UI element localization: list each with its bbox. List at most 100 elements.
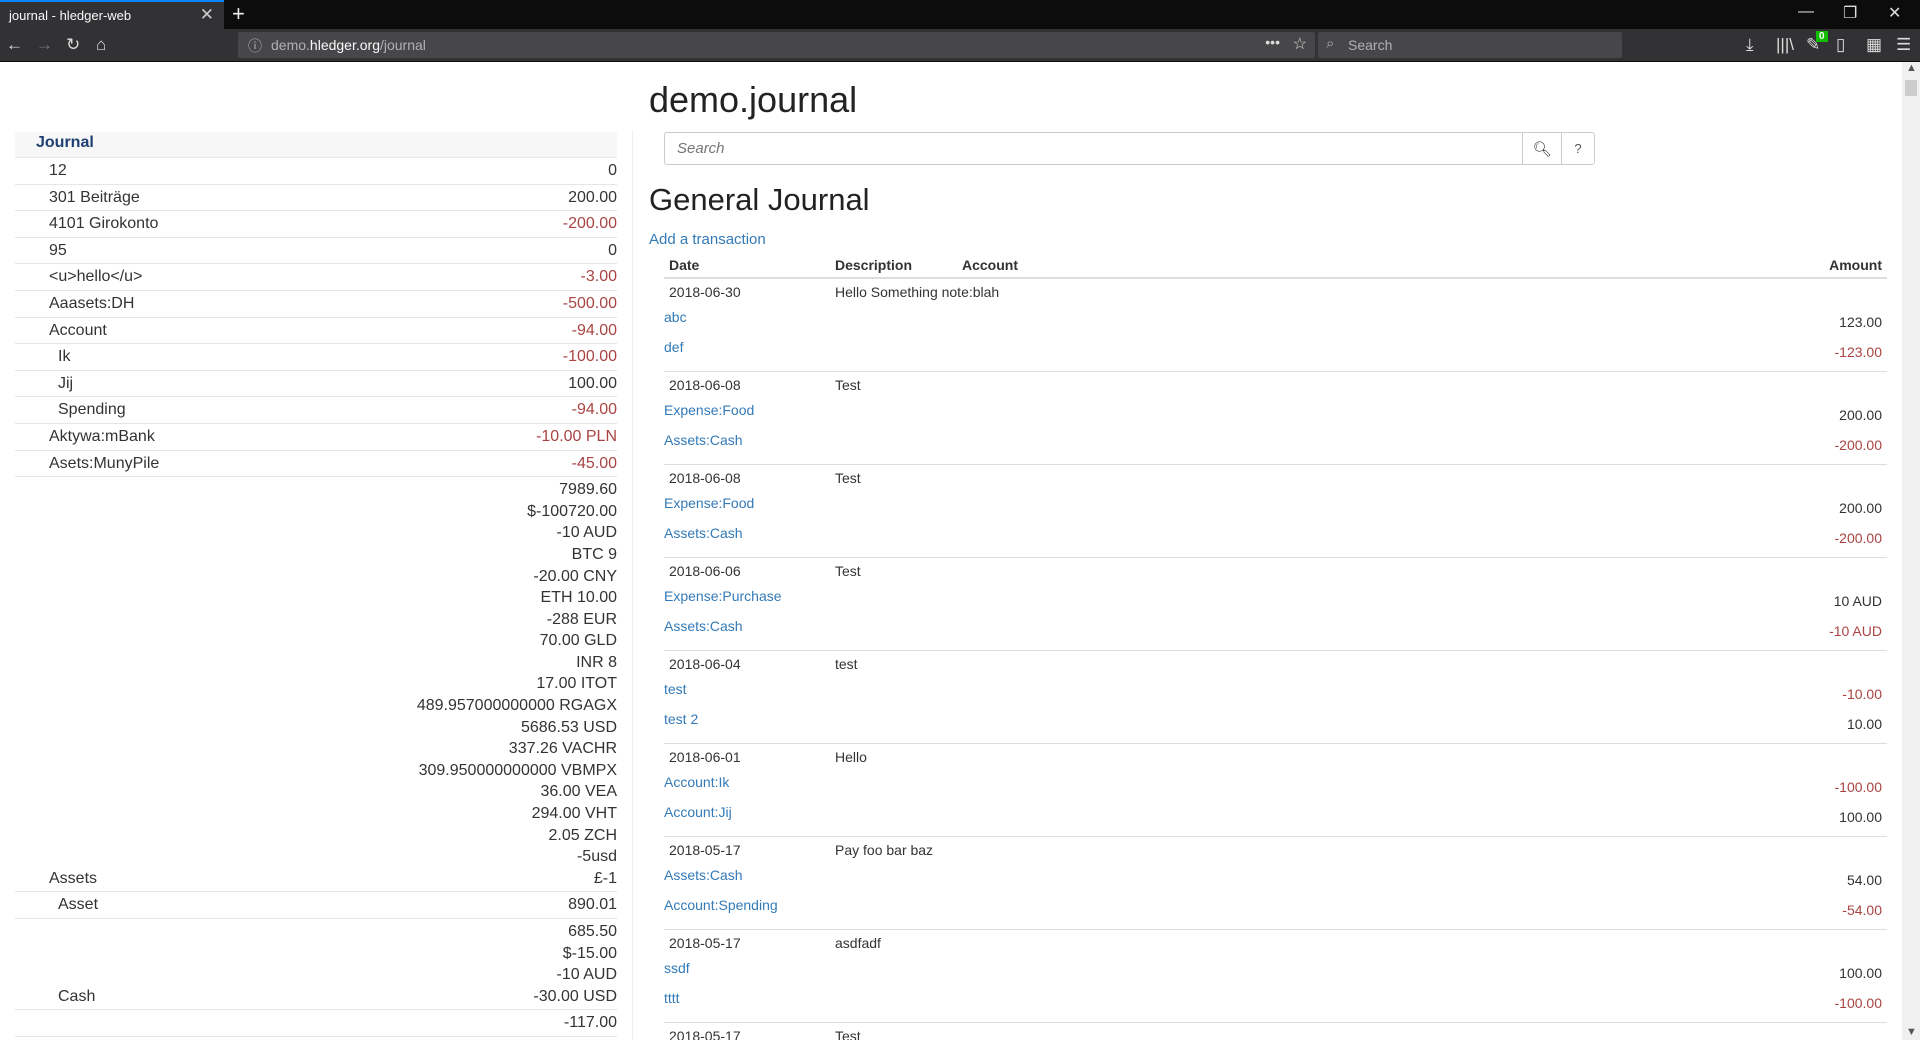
- posting-account-link[interactable]: Assets:Cash: [664, 525, 743, 541]
- transaction-date: 2018-06-01: [669, 749, 741, 765]
- close-tab-icon[interactable]: ✕: [199, 5, 214, 24]
- transaction-line[interactable]: 2018-06-08 Test: [664, 465, 1887, 495]
- sidebar-account-row[interactable]: Ik -100.00: [15, 344, 617, 371]
- posting-row: Expense:Purchase 10 AUD: [664, 588, 1887, 618]
- posting-account-link[interactable]: Account:Jij: [664, 804, 732, 820]
- sidebar-account-row[interactable]: Assets 7989.60 $-100720.00 -10 AUD BTC 9 -20.…: [15, 477, 617, 893]
- minimize-icon[interactable]: —: [1798, 3, 1814, 20]
- posting-account-link[interactable]: Expense:Food: [664, 402, 755, 418]
- account-name-link[interactable]: <u>hello</u>: [49, 268, 143, 286]
- scroll-down-icon[interactable]: ▼: [1906, 1026, 1917, 1038]
- posting-amount: 100.00: [1839, 965, 1882, 981]
- posting-account-link[interactable]: test: [664, 681, 687, 697]
- search-icon: ⌕: [1326, 35, 1335, 52]
- sidebar-account-row[interactable]: Asets:MunyPile -45.00: [15, 451, 617, 478]
- sidebar-account-row[interactable]: Aaasets:DH -500.00: [15, 291, 617, 318]
- sidebar-account-row[interactable]: Asset 890.01: [15, 892, 617, 919]
- account-name-link[interactable]: Asets:MunyPile: [49, 454, 160, 472]
- scroll-up-icon[interactable]: ▲: [1906, 62, 1917, 74]
- reload-icon[interactable]: ↻: [66, 35, 81, 54]
- posting-account-link[interactable]: Expense:Food: [664, 495, 755, 511]
- search-input[interactable]: [665, 133, 1522, 164]
- new-tab-icon[interactable]: +: [232, 1, 245, 26]
- account-name-link[interactable]: Cash: [58, 987, 96, 1005]
- posting-account-link[interactable]: tttt: [664, 990, 680, 1006]
- account-name-link[interactable]: Ik: [58, 348, 71, 366]
- posting-account-link[interactable]: abc: [664, 309, 687, 325]
- search-button[interactable]: 🔍︎: [1522, 133, 1561, 164]
- sidebar-account-row[interactable]: 95 0: [15, 238, 617, 265]
- close-window-icon[interactable]: ✕: [1888, 5, 1902, 22]
- posting-account-link[interactable]: Assets:Cash: [664, 867, 743, 883]
- sidebar-account-row[interactable]: 12 0: [15, 158, 617, 185]
- account-name-link[interactable]: Assets: [49, 869, 98, 887]
- posting-account-link[interactable]: Assets:Cash: [664, 618, 743, 634]
- posting-account-link[interactable]: Account:Ik: [664, 774, 730, 790]
- posting-amount: 54.00: [1846, 872, 1882, 888]
- sidebar-account-row[interactable]: Account -94.00: [15, 318, 617, 345]
- account-name-link[interactable]: Account: [49, 321, 107, 339]
- account-name-link[interactable]: 301 Beiträge: [49, 188, 140, 206]
- account-balance: 685.50 $-15.00 -10 AUD -30.00 USD: [533, 921, 617, 1007]
- sidebar-account-row[interactable]: 4101 Girokonto -200.00: [15, 211, 617, 238]
- posting-account-link[interactable]: ssdf: [664, 960, 690, 976]
- sidebar-account-row[interactable]: <u>hello</u> -3.00: [15, 264, 617, 291]
- balance-amount: 200.00: [568, 188, 617, 206]
- transaction-line[interactable]: 2018-05-17 Test: [664, 1023, 1887, 1040]
- posting-account-link[interactable]: Expense:Purchase: [664, 588, 782, 604]
- sidebar-journal-link[interactable]: Journal: [15, 132, 617, 158]
- back-icon[interactable]: ←: [6, 35, 23, 54]
- download-icon[interactable]: ⤓: [1746, 35, 1754, 54]
- sidebar-account-row[interactable]: Cash 685.50 $-15.00 -10 AUD -30.00 USD: [15, 919, 617, 1011]
- info-icon[interactable]: ⓘ: [248, 38, 262, 54]
- sidebar-account-row[interactable]: Spending -94.00: [15, 397, 617, 424]
- posting-account-link[interactable]: Assets:Cash: [664, 432, 743, 448]
- bookmark-star-icon[interactable]: ☆: [1292, 36, 1307, 53]
- account-name-link[interactable]: 95: [49, 241, 67, 259]
- balance-amount: -45.00: [571, 454, 617, 472]
- balance-amount: 17.00 ITOT: [536, 675, 617, 693]
- sidebar-account-row[interactable]: Jij 100.00: [15, 371, 617, 398]
- sidebar-account-row[interactable]: Aktywa:mBank -10.00 PLN: [15, 424, 617, 451]
- posting-account-link[interactable]: Account:Spending: [664, 897, 778, 913]
- posting-row: Account:Ik -100.00: [664, 774, 1887, 804]
- posting-account-link[interactable]: test 2: [664, 711, 699, 727]
- transaction-line[interactable]: 2018-05-17 Pay foo bar baz: [664, 837, 1887, 867]
- tab-title: journal - hledger-web: [9, 8, 132, 23]
- transaction-line[interactable]: 2018-06-06 Test: [664, 558, 1887, 588]
- library-icon[interactable]: |||\: [1776, 35, 1794, 54]
- scrollbar-thumb[interactable]: [1905, 80, 1917, 96]
- account-name-link[interactable]: Aktywa:mBank: [49, 427, 155, 445]
- transaction-line[interactable]: 2018-06-30 Hello Something note:blah: [664, 279, 1887, 309]
- forward-icon[interactable]: →: [36, 35, 53, 54]
- account-name-link[interactable]: Asset: [58, 896, 99, 914]
- sidebar-account-row[interactable]: 301 Beiträge 200.00: [15, 185, 617, 212]
- account-name-link[interactable]: Aaasets:DH: [49, 294, 135, 312]
- transaction-line[interactable]: 2018-06-04 test: [664, 651, 1887, 681]
- containers-icon[interactable]: ▦: [1866, 35, 1883, 54]
- sidebar-account-row[interactable]: -117.00: [15, 1010, 617, 1037]
- posting-amount: -200.00: [1834, 530, 1882, 546]
- scrollbar[interactable]: ▲ ▼: [1902, 62, 1920, 1040]
- transaction-line[interactable]: 2018-05-17 asdfadf: [664, 930, 1887, 960]
- account-name-link[interactable]: 12: [49, 162, 67, 179]
- transaction-line[interactable]: 2018-06-08 Test: [664, 372, 1887, 402]
- menu-icon[interactable]: ☰: [1896, 35, 1912, 54]
- account-name-link[interactable]: Jij: [58, 374, 74, 392]
- restore-icon[interactable]: ❐: [1843, 5, 1858, 22]
- browser-search-field[interactable]: ⌕ Search: [1318, 32, 1622, 58]
- balance-amount: 890.01: [568, 896, 617, 914]
- transaction-line[interactable]: 2018-06-01 Hello: [664, 744, 1887, 774]
- url-bar[interactable]: ⓘ demo.hledger.org/journal ••• ☆: [238, 32, 1315, 58]
- account-name-link[interactable]: 4101 Girokonto: [49, 215, 159, 233]
- balance-amount: $-15.00: [562, 944, 617, 962]
- add-transaction-link[interactable]: Add a transaction: [649, 231, 766, 248]
- home-icon[interactable]: ⌂: [96, 35, 107, 54]
- transaction-description: Test: [835, 563, 861, 579]
- posting-account-link[interactable]: def: [664, 339, 684, 355]
- page-actions-icon[interactable]: •••: [1265, 34, 1280, 50]
- account-name-link[interactable]: Spending: [58, 401, 126, 419]
- sidebar-toggle-icon[interactable]: ▯: [1836, 35, 1846, 54]
- tab-journal[interactable]: journal - hledger-web ✕: [0, 0, 224, 29]
- help-button[interactable]: ?: [1561, 133, 1594, 164]
